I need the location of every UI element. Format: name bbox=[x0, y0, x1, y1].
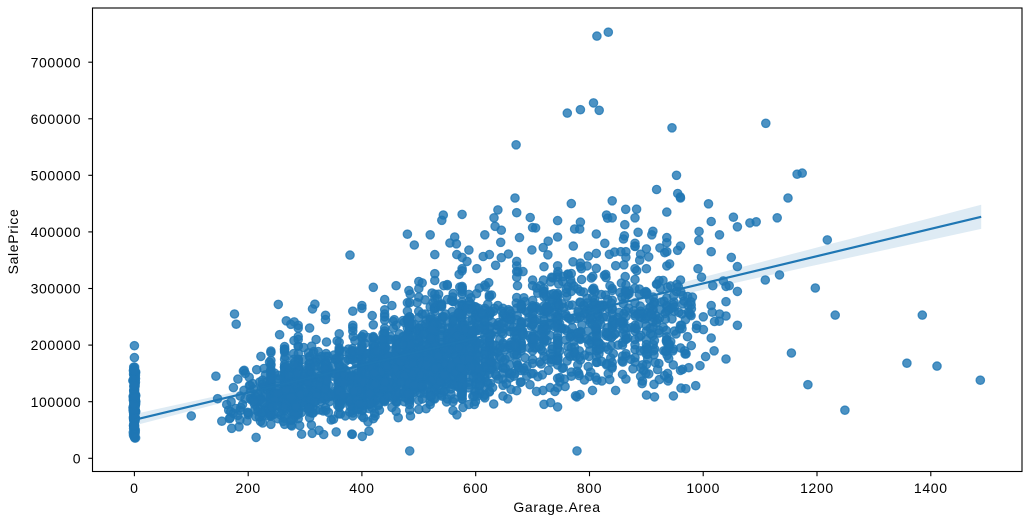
svg-text:Garage.Area: Garage.Area bbox=[513, 499, 600, 515]
svg-text:800: 800 bbox=[577, 480, 602, 496]
svg-text:600: 600 bbox=[463, 480, 488, 496]
svg-text:0: 0 bbox=[130, 480, 138, 496]
svg-text:200: 200 bbox=[236, 480, 261, 496]
svg-text:0: 0 bbox=[73, 450, 81, 466]
svg-text:SalePrice: SalePrice bbox=[5, 209, 21, 275]
svg-text:500000: 500000 bbox=[31, 167, 82, 183]
svg-text:100000: 100000 bbox=[31, 394, 82, 410]
svg-text:600000: 600000 bbox=[31, 111, 82, 127]
svg-text:400: 400 bbox=[349, 480, 374, 496]
svg-text:1200: 1200 bbox=[800, 480, 834, 496]
svg-text:400000: 400000 bbox=[31, 224, 82, 240]
svg-text:700000: 700000 bbox=[31, 54, 82, 70]
svg-text:300000: 300000 bbox=[31, 281, 82, 297]
svg-text:1400: 1400 bbox=[914, 480, 948, 496]
svg-text:200000: 200000 bbox=[31, 337, 82, 353]
svg-text:1000: 1000 bbox=[686, 480, 720, 496]
